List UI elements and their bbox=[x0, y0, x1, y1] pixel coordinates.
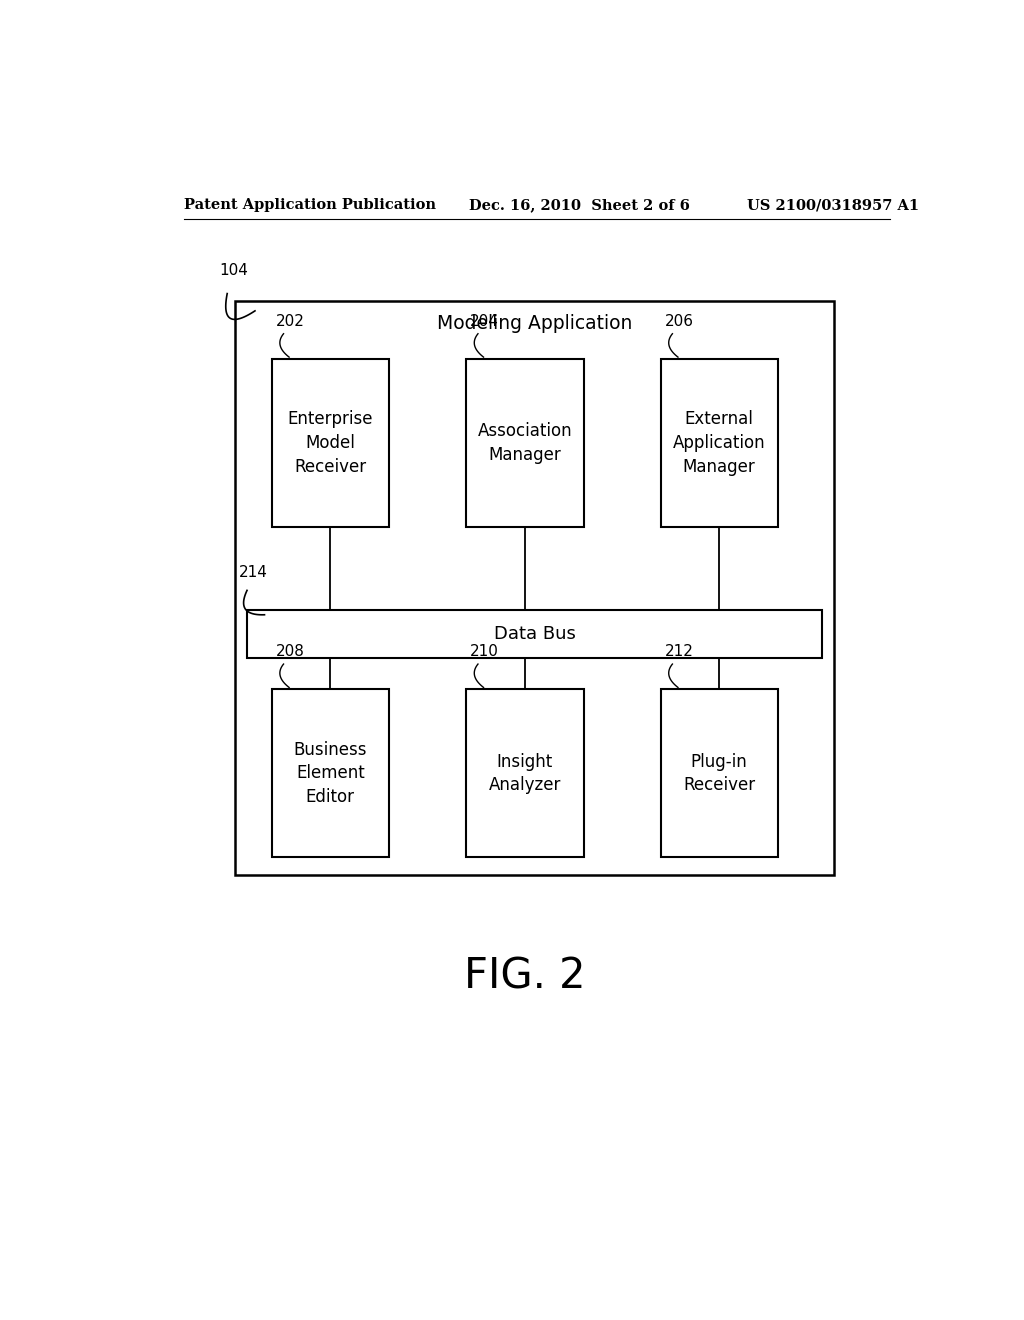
Text: 202: 202 bbox=[275, 314, 304, 329]
Text: 210: 210 bbox=[470, 644, 499, 659]
Text: 104: 104 bbox=[219, 263, 248, 279]
Bar bbox=[660, 359, 778, 527]
Text: 214: 214 bbox=[240, 565, 268, 581]
Bar bbox=[247, 610, 822, 659]
Text: 208: 208 bbox=[275, 644, 304, 659]
Text: Data Bus: Data Bus bbox=[494, 626, 575, 643]
Text: Business
Element
Editor: Business Element Editor bbox=[294, 741, 368, 807]
Bar bbox=[466, 359, 584, 527]
Text: Plug-in
Receiver: Plug-in Receiver bbox=[683, 752, 756, 795]
Bar bbox=[660, 689, 778, 857]
Text: 204: 204 bbox=[470, 314, 499, 329]
Text: Patent Application Publication: Patent Application Publication bbox=[183, 198, 435, 213]
Text: US 2100/0318957 A1: US 2100/0318957 A1 bbox=[748, 198, 920, 213]
Text: 206: 206 bbox=[665, 314, 693, 329]
Text: Insight
Analyzer: Insight Analyzer bbox=[488, 752, 561, 795]
Bar bbox=[236, 301, 835, 875]
Text: 212: 212 bbox=[665, 644, 693, 659]
Text: FIG. 2: FIG. 2 bbox=[464, 956, 586, 998]
Bar bbox=[271, 359, 389, 527]
Text: Modeling Application: Modeling Application bbox=[437, 314, 633, 333]
Bar bbox=[466, 689, 584, 857]
Text: Association
Manager: Association Manager bbox=[477, 422, 572, 463]
Bar bbox=[271, 689, 389, 857]
Text: Dec. 16, 2010  Sheet 2 of 6: Dec. 16, 2010 Sheet 2 of 6 bbox=[469, 198, 690, 213]
Text: Enterprise
Model
Receiver: Enterprise Model Receiver bbox=[288, 411, 373, 475]
Text: External
Application
Manager: External Application Manager bbox=[673, 411, 766, 475]
